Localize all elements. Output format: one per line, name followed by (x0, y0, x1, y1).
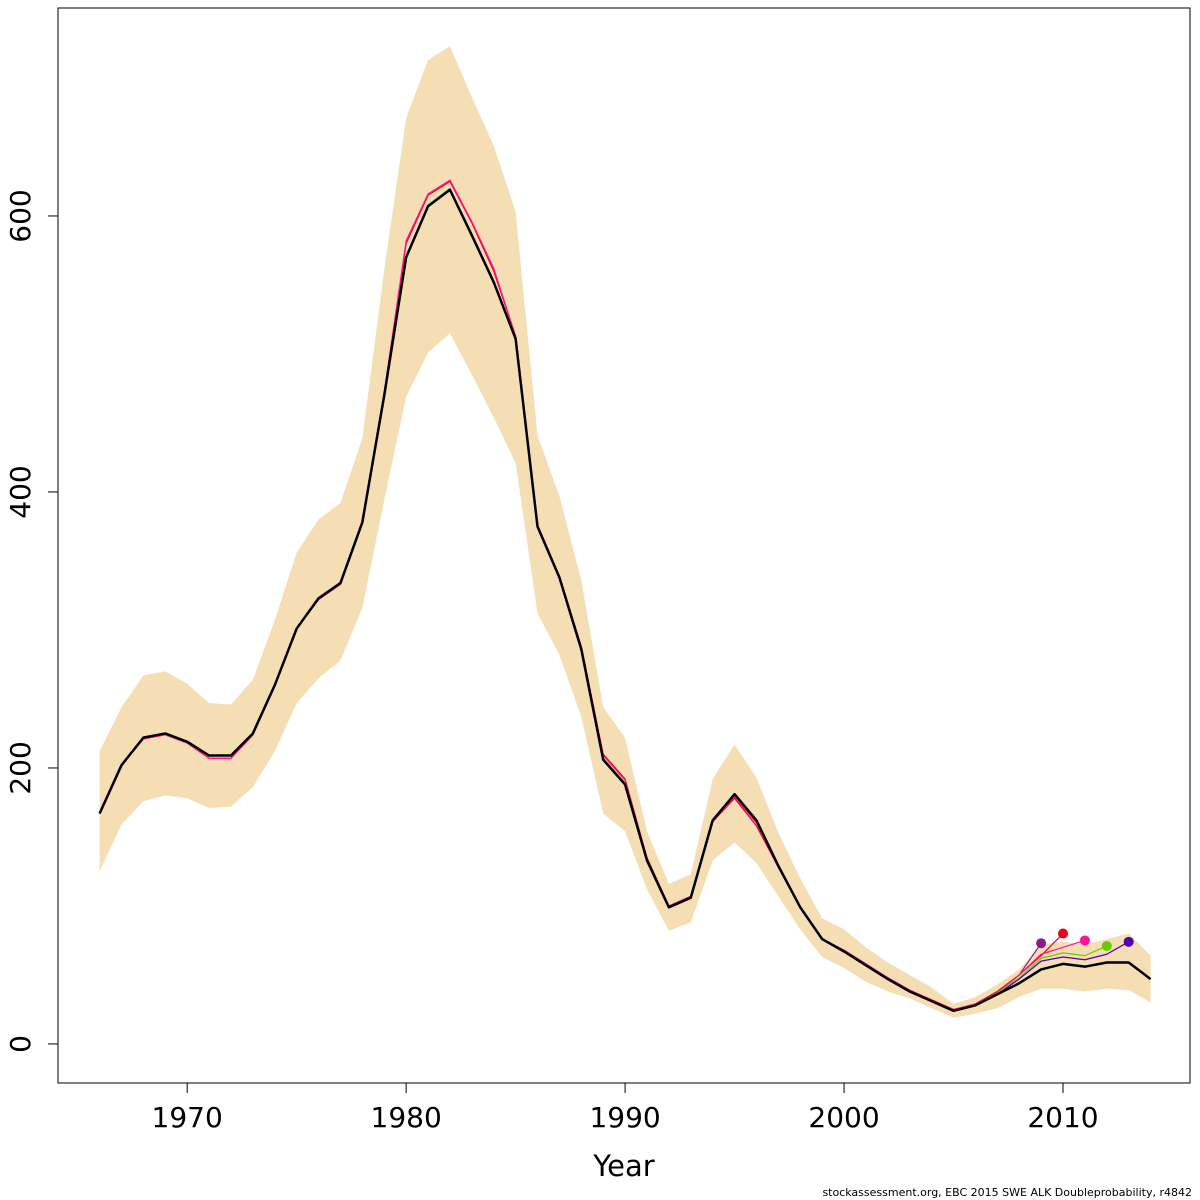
x-tick-label: 1990 (589, 1101, 660, 1134)
retro-line (99, 189, 1129, 1012)
retro-line (99, 179, 1086, 1011)
retro-endpoint (1101, 940, 1112, 951)
retro-line (99, 187, 1108, 1012)
confidence-band (99, 46, 1151, 1018)
retro-endpoint (1036, 938, 1047, 949)
retro-endpoint (1079, 935, 1090, 946)
x-axis-label: Year (592, 1149, 654, 1183)
y-tick-label: 400 (4, 465, 37, 518)
footnote: stockassessment.org, EBC 2015 SWE ALK Do… (822, 1186, 1192, 1199)
x-tick-label: 1980 (371, 1101, 442, 1134)
plot-frame (57, 7, 1191, 1084)
retro-endpoint (1123, 936, 1134, 947)
y-tick-label: 600 (4, 189, 37, 242)
x-tick-label: 1970 (152, 1101, 223, 1134)
x-tick-label: 2010 (1027, 1101, 1098, 1134)
main-line (98, 188, 1152, 1013)
y-tick-label: 200 (4, 741, 37, 794)
y-tick-label: 0 (4, 1035, 37, 1053)
retro-endpoint (1058, 928, 1069, 939)
x-tick-label: 2000 (808, 1101, 879, 1134)
